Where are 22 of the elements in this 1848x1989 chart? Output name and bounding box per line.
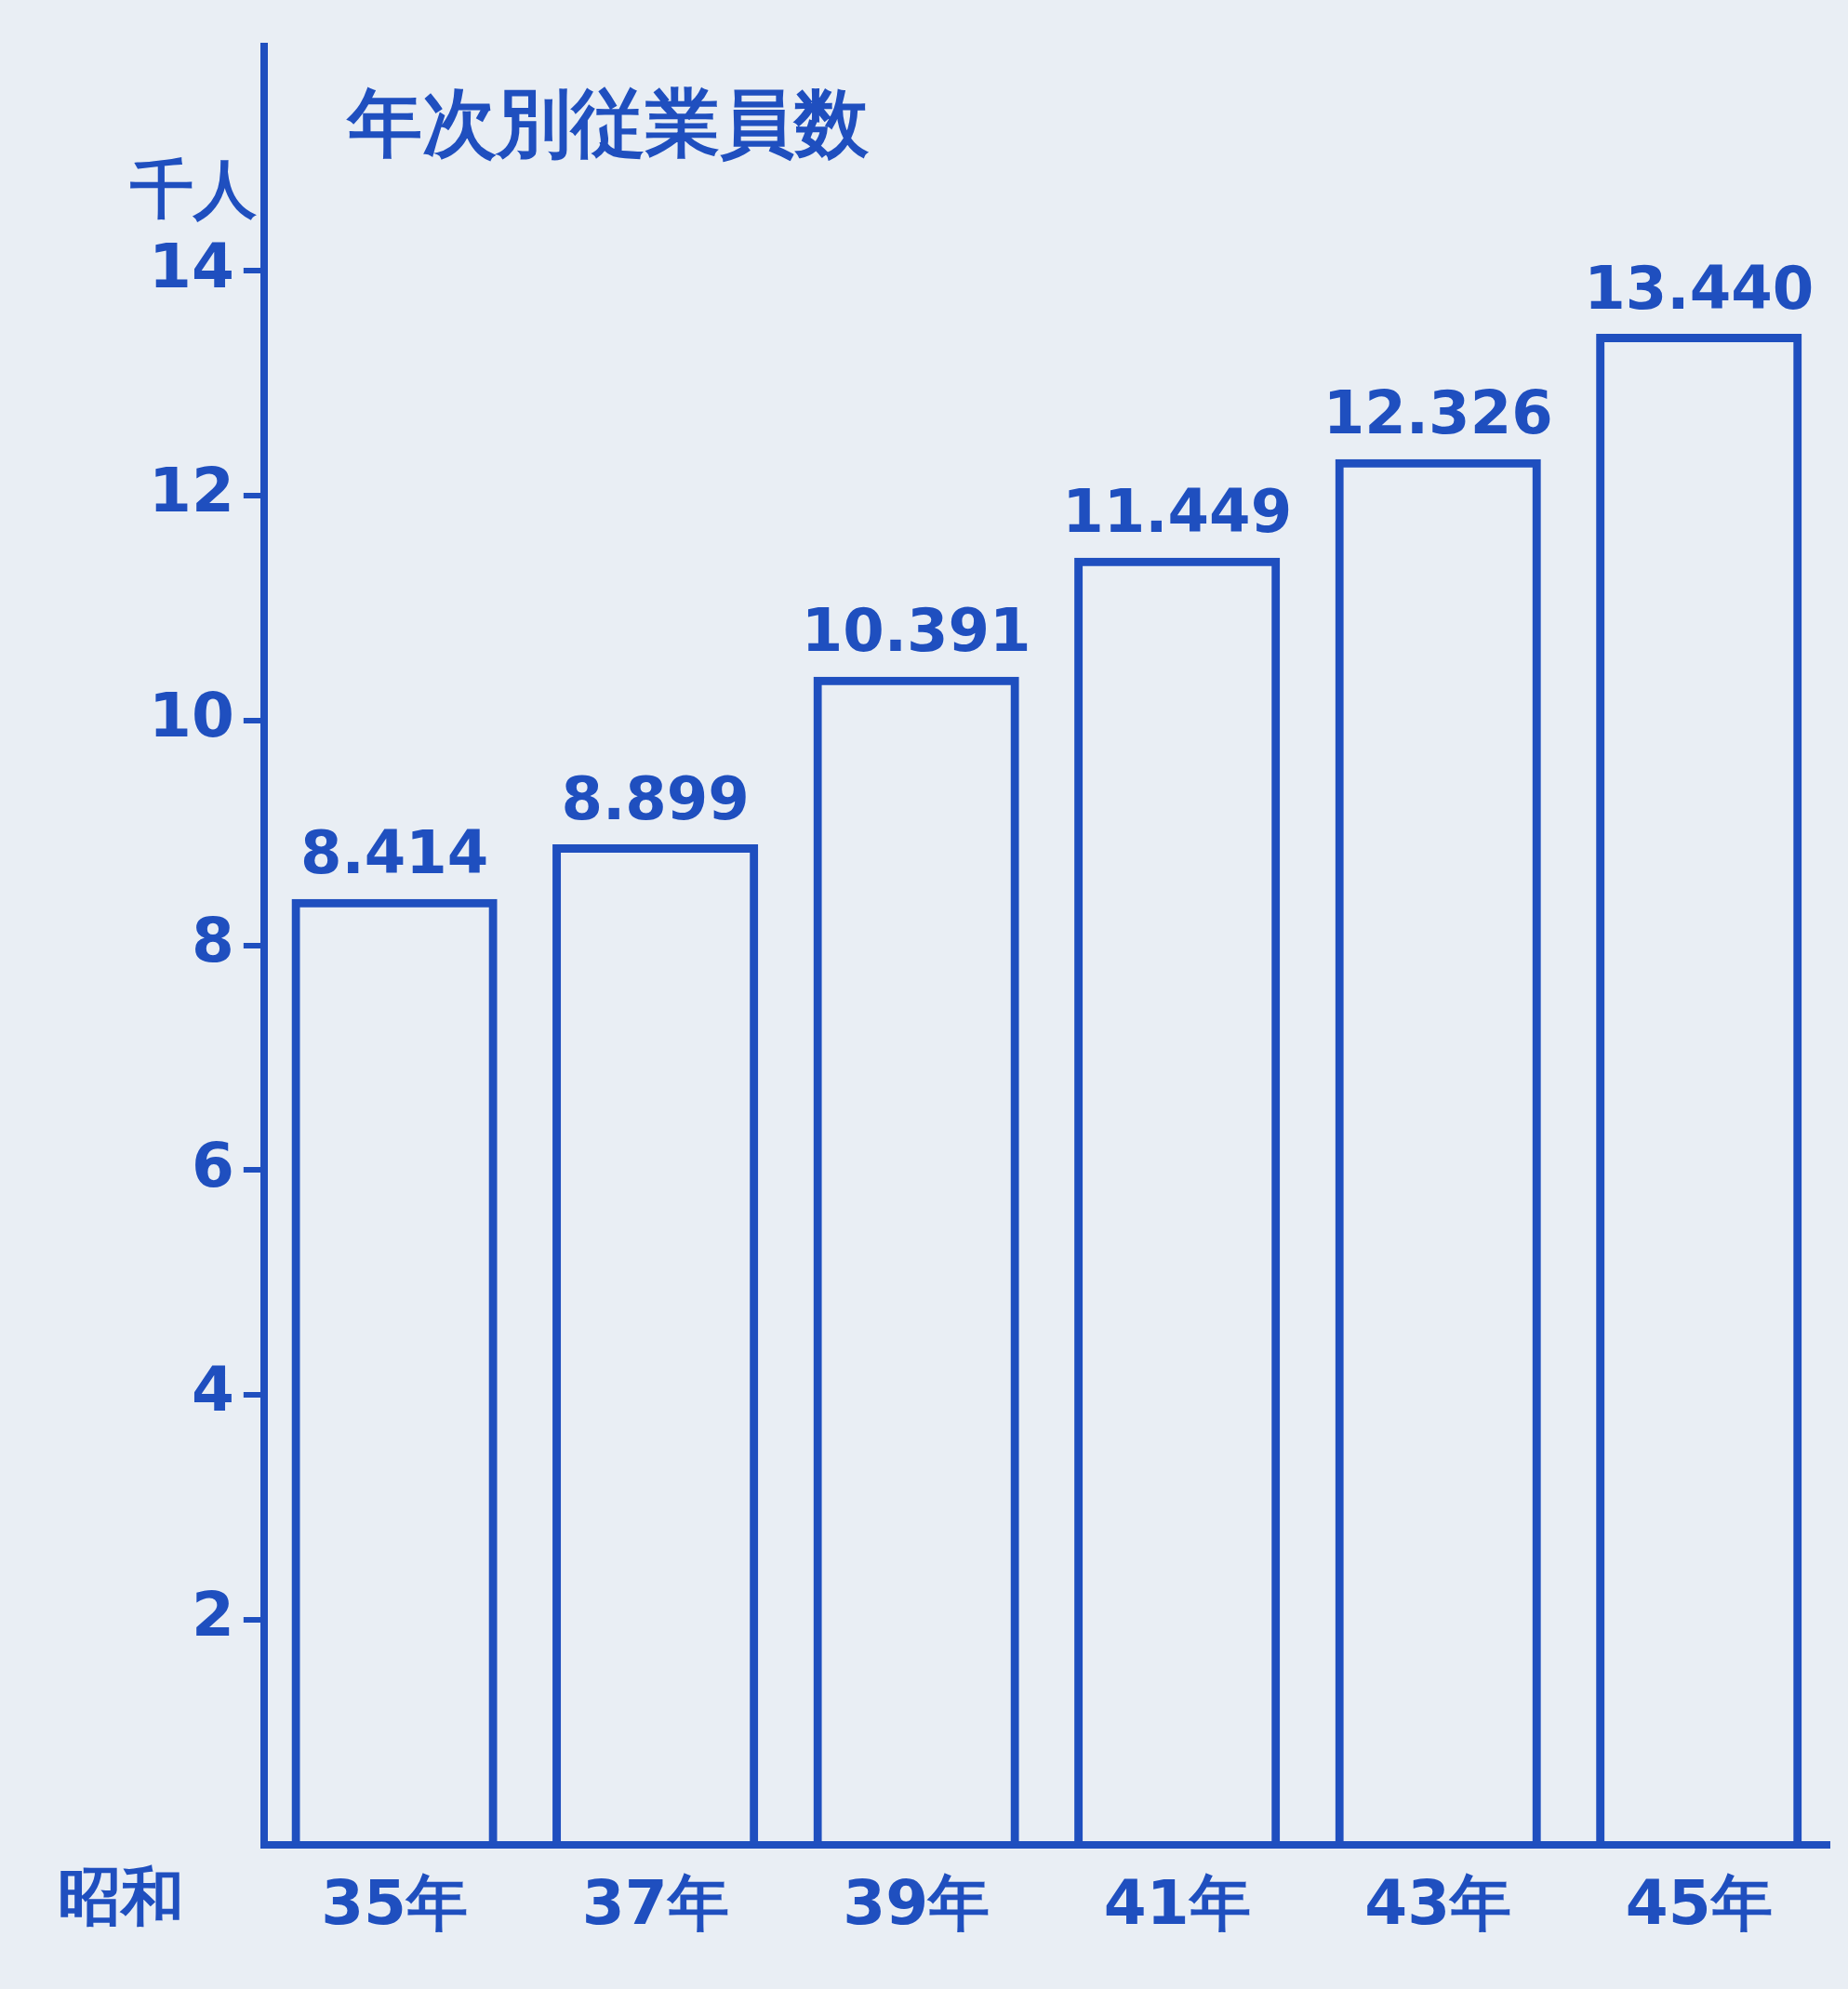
y-axis-title: 千人 bbox=[129, 152, 257, 227]
x-tick-label: 39年 bbox=[843, 1866, 990, 1939]
x-tick-label: 45年 bbox=[1625, 1866, 1773, 1939]
data-label: 11.449 bbox=[1062, 477, 1293, 547]
x-tick-label: 41年 bbox=[1103, 1866, 1251, 1939]
y-tick-label: 14 bbox=[148, 230, 234, 302]
x-tick-label: 43年 bbox=[1364, 1866, 1512, 1939]
x-tick-label: 35年 bbox=[321, 1866, 469, 1939]
y-tick-label: 10 bbox=[148, 680, 234, 752]
y-tick-label: 6 bbox=[191, 1129, 234, 1201]
data-label: 13.440 bbox=[1584, 253, 1815, 323]
y-tick-label: 8 bbox=[191, 904, 234, 976]
data-label: 12.326 bbox=[1323, 378, 1553, 448]
y-tick-label: 2 bbox=[191, 1579, 234, 1651]
data-label: 10.391 bbox=[801, 596, 1031, 666]
x-tick-label: 37年 bbox=[581, 1866, 729, 1939]
y-tick-label: 4 bbox=[191, 1354, 234, 1426]
data-label: 8.414 bbox=[299, 818, 489, 888]
text: 年次別従業員数 bbox=[345, 80, 870, 167]
x-axis-title: 昭和 bbox=[58, 1860, 184, 1934]
y-tick-label: 12 bbox=[148, 455, 234, 527]
data-label: 8.899 bbox=[561, 763, 750, 833]
